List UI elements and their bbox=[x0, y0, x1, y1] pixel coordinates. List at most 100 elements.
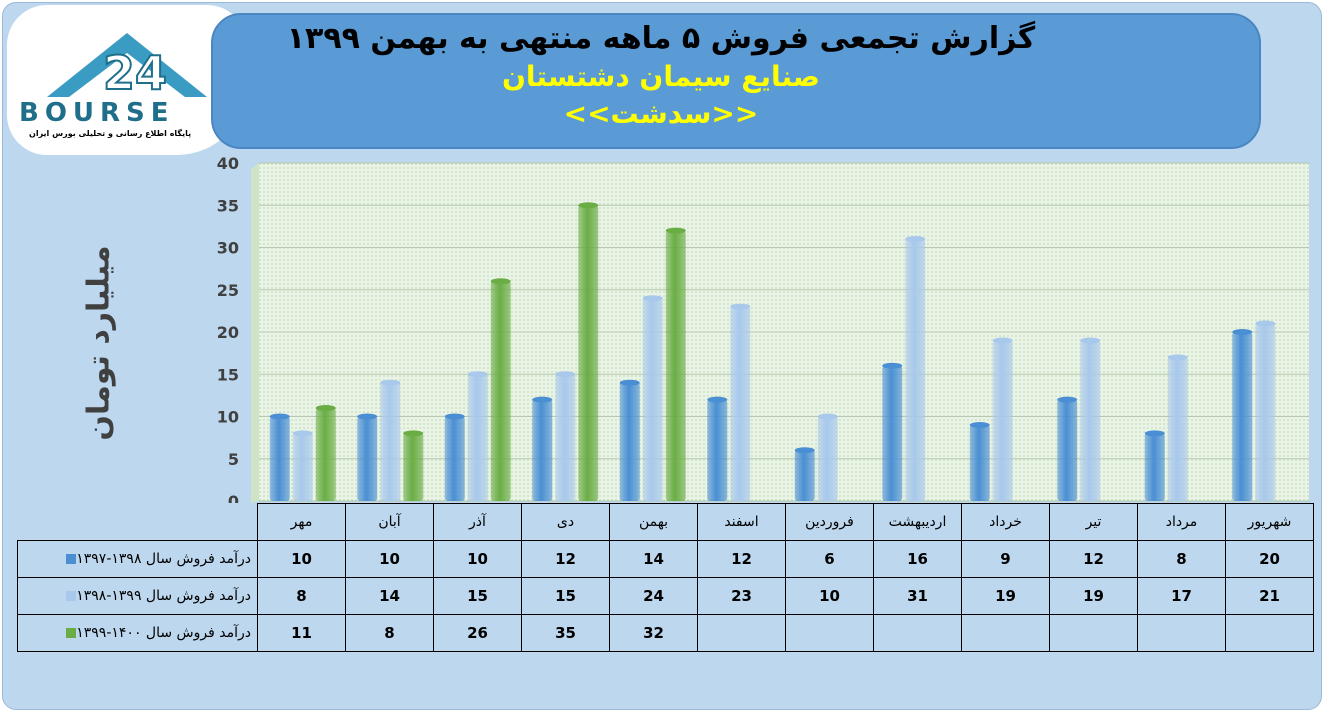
data-label bbox=[785, 614, 874, 652]
data-label: 31 bbox=[873, 577, 962, 615]
y-tick-label: 0 bbox=[228, 492, 239, 503]
header-banner: گزارش تجمعی فروش ۵ ماهه منتهی به بهمن ۱۳… bbox=[211, 13, 1261, 149]
bar-top bbox=[905, 236, 926, 243]
bar-series2 bbox=[292, 433, 313, 501]
legend-entry: درآمد فروش سال ۱۳۹۸-۱۳۹۷ bbox=[17, 540, 258, 578]
bar-series2 bbox=[1080, 340, 1101, 501]
bar-top bbox=[292, 430, 313, 437]
bar-series3 bbox=[315, 408, 336, 501]
y-tick-label: 15 bbox=[217, 365, 239, 384]
bar-top bbox=[269, 413, 290, 420]
table-row: درآمد فروش سال ۱۳۹۸-۱۳۹۷ 10 10 10 12 14 12 6 16 9… bbox=[17, 540, 1314, 578]
data-label: 14 bbox=[345, 577, 434, 615]
data-label bbox=[1225, 614, 1314, 652]
bar-top bbox=[532, 396, 553, 403]
bar-top bbox=[1080, 337, 1101, 344]
category-label: فروردین bbox=[785, 503, 874, 541]
bar-top bbox=[1057, 396, 1078, 403]
data-label bbox=[1137, 614, 1226, 652]
bar-series2 bbox=[380, 382, 401, 501]
category-label: خرداد bbox=[961, 503, 1050, 541]
bar-series2 bbox=[992, 340, 1013, 501]
data-label: 10 bbox=[785, 577, 874, 615]
data-label: 10 bbox=[433, 540, 522, 578]
category-label: آبان bbox=[345, 503, 434, 541]
data-label bbox=[1049, 614, 1138, 652]
page-title: گزارش تجمعی فروش ۵ ماهه منتهی به بهمن ۱۳… bbox=[286, 21, 1036, 56]
data-label: 35 bbox=[521, 614, 610, 652]
data-label: 19 bbox=[961, 577, 1050, 615]
bar-series1 bbox=[1144, 433, 1165, 501]
data-label: 10 bbox=[257, 540, 346, 578]
bar-series3 bbox=[578, 205, 599, 501]
data-label: 21 bbox=[1225, 577, 1314, 615]
bar-chart: 0 5 10 15 20 25 30 35 40 bbox=[217, 154, 1309, 503]
data-label: 23 bbox=[697, 577, 786, 615]
bar-top bbox=[707, 396, 728, 403]
bar-top bbox=[817, 413, 838, 420]
bar-top bbox=[578, 202, 599, 209]
legend-swatch-icon bbox=[66, 591, 77, 601]
bar-top bbox=[882, 362, 903, 369]
data-label: 15 bbox=[521, 577, 610, 615]
table-row: درآمد فروش سال ۱۴۰۰-۱۳۹۹ 11 8 26 35 32 bbox=[17, 614, 1314, 652]
legend-swatch-icon bbox=[66, 628, 77, 638]
data-label: 9 bbox=[961, 540, 1050, 578]
bar-series1 bbox=[794, 450, 815, 501]
category-label: تیر bbox=[1049, 503, 1138, 541]
logo-tagline: پایگاه اطلاع رسانی و تحلیلی بورس ایران bbox=[29, 129, 192, 138]
data-label: 17 bbox=[1137, 577, 1226, 615]
data-label: 19 bbox=[1049, 577, 1138, 615]
legend-swatch-icon bbox=[66, 554, 77, 564]
data-label: 15 bbox=[433, 577, 522, 615]
bar-series1 bbox=[1232, 332, 1253, 501]
data-label: 8 bbox=[345, 614, 434, 652]
data-table: مهر آبان آذر دی بهمن اسفند فروردین اردیبهشت خردا… bbox=[17, 503, 1314, 652]
logo-mark-icon: 24 bbox=[47, 33, 207, 101]
bar-top bbox=[794, 447, 815, 454]
bar-top bbox=[380, 379, 401, 386]
bar-series3 bbox=[403, 433, 424, 501]
bar-top bbox=[1167, 354, 1188, 361]
data-label: 11 bbox=[257, 614, 346, 652]
bar-series1 bbox=[269, 416, 290, 501]
table-header-row: مهر آبان آذر دی بهمن اسفند فروردین اردیبهشت خردا… bbox=[17, 503, 1314, 541]
data-label: 24 bbox=[609, 577, 698, 615]
category-label: شهریور bbox=[1225, 503, 1314, 541]
legend-entry: درآمد فروش سال ۱۳۹۹-۱۳۹۸ bbox=[17, 577, 258, 615]
category-label: مرداد bbox=[1137, 503, 1226, 541]
bar-series1 bbox=[1057, 399, 1078, 501]
data-label: 14 bbox=[609, 540, 698, 578]
data-label: 32 bbox=[609, 614, 698, 652]
bar-top bbox=[555, 371, 576, 378]
y-tick-label: 35 bbox=[217, 196, 239, 215]
bar-top bbox=[969, 421, 990, 428]
bar-series1 bbox=[357, 416, 378, 501]
bar-series2 bbox=[730, 306, 751, 501]
company-name: صنایع سیمان دشتستان bbox=[502, 60, 820, 93]
bar-series1 bbox=[444, 416, 465, 501]
category-label: اردیبهشت bbox=[873, 503, 962, 541]
data-label: 8 bbox=[1137, 540, 1226, 578]
data-label: 10 bbox=[345, 540, 434, 578]
bar-top bbox=[619, 379, 640, 386]
y-tick-label: 5 bbox=[228, 450, 239, 469]
bar-top bbox=[403, 430, 424, 437]
y-tick-label: 20 bbox=[217, 323, 239, 342]
bar-series3 bbox=[665, 230, 686, 501]
category-label: اسفند bbox=[697, 503, 786, 541]
bar-series1 bbox=[882, 365, 903, 501]
category-label: مهر bbox=[257, 503, 346, 541]
legend-label: درآمد فروش سال ۱۳۹۸-۱۳۹۷ bbox=[76, 551, 251, 567]
bar-top bbox=[1255, 320, 1276, 327]
table-corner bbox=[17, 503, 258, 541]
bar-series1 bbox=[532, 399, 553, 501]
data-label: 26 bbox=[433, 614, 522, 652]
bar-top bbox=[357, 413, 378, 420]
bar-series2 bbox=[817, 416, 838, 501]
category-label: دی bbox=[521, 503, 610, 541]
data-label: 12 bbox=[1049, 540, 1138, 578]
ticker-symbol: <<سدشت>> bbox=[563, 97, 759, 130]
data-label: 20 bbox=[1225, 540, 1314, 578]
